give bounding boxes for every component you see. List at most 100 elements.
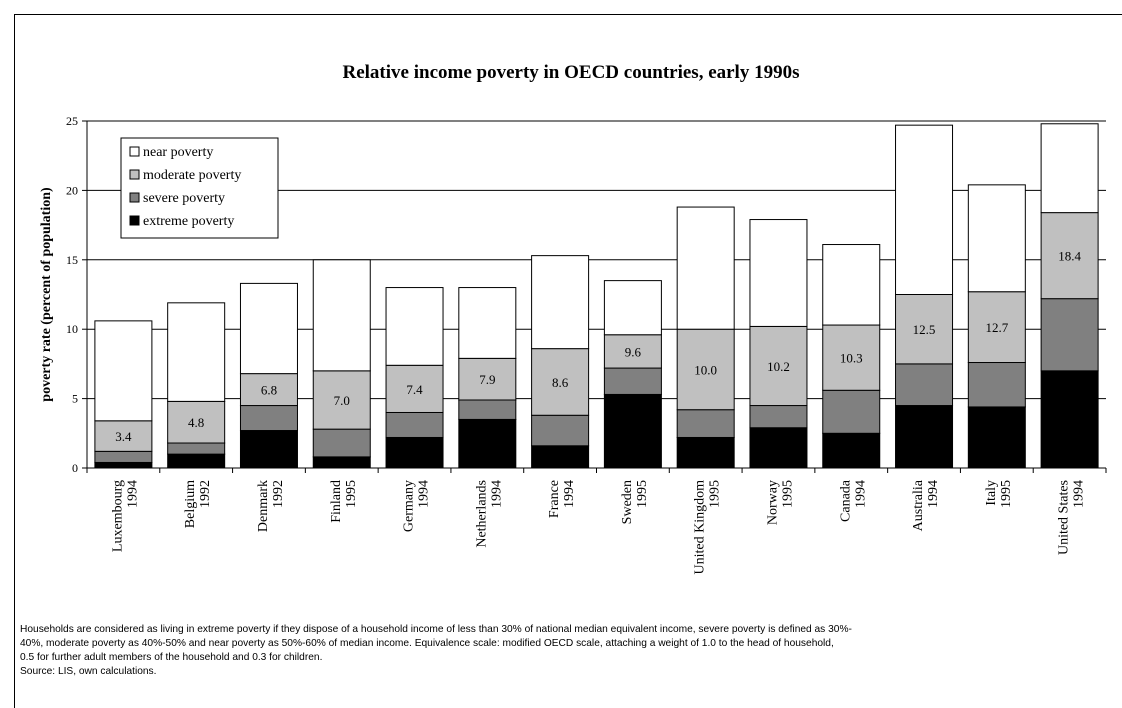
legend-swatch [129, 146, 140, 157]
x-tick-label-country: Australia [911, 479, 926, 531]
footnote-line: 40%, moderate poverty as 40%-50% and nea… [20, 638, 834, 649]
legend-box [120, 137, 279, 239]
bar-segment-moderate-poverty [749, 325, 808, 407]
bar-segment-extreme-poverty [531, 445, 590, 469]
data-label: 7.9 [479, 372, 495, 387]
bar-segment-severe-poverty [94, 450, 153, 463]
bar-segment-near-poverty [531, 255, 590, 350]
x-tick-label-year: 1994 [125, 480, 140, 508]
x-tick-label-country: Norway [765, 480, 780, 525]
chart-frame [14, 14, 1122, 708]
x-tick-label-year: 1994 [417, 480, 432, 508]
x-tick-label: Finland1995 [329, 480, 359, 523]
bar-segment-near-poverty [239, 282, 298, 375]
y-axis-title: poverty rate (percent of population) [39, 187, 54, 402]
x-tick-label-year: 1995 [780, 480, 795, 508]
bar-segment-moderate-poverty [458, 357, 517, 401]
bar-segment-near-poverty [603, 280, 662, 336]
bar-segment-extreme-poverty [458, 418, 517, 469]
bar-segment-severe-poverty [676, 409, 735, 438]
data-label: 10.2 [767, 359, 790, 374]
bar-segment-extreme-poverty [676, 436, 735, 469]
legend-label: severe poverty [143, 191, 225, 206]
footnote-line: Source: LIS, own calculations. [20, 666, 157, 677]
legend-label: moderate poverty [143, 168, 241, 183]
x-tick-label: Norway1995 [765, 480, 795, 525]
legend-swatch [129, 192, 140, 203]
data-label: 12.5 [913, 322, 936, 337]
x-tick-label-year: 1994 [489, 480, 504, 508]
y-tick-label: 5 [72, 392, 78, 406]
x-tick-label-year: 1992 [198, 480, 213, 508]
bar-segment-extreme-poverty [749, 427, 808, 469]
bar-segment-severe-poverty [239, 405, 298, 432]
x-tick-label: Belgium1992 [183, 480, 213, 528]
x-tick-label-year: 1995 [635, 480, 650, 508]
bar-segment-near-poverty [1040, 123, 1099, 214]
x-tick-label-country: Canada [838, 479, 853, 522]
bar-segment-severe-poverty [167, 442, 226, 455]
stacked-bar-chart: Relative income poverty in OECD countrie… [39, 62, 1107, 575]
x-tick-label-country: Denmark [256, 480, 271, 532]
data-label: 8.6 [552, 375, 569, 390]
x-tick-label-country: United Kingdom [693, 480, 708, 575]
x-tick-label: Denmark1992 [256, 480, 286, 532]
x-tick-label: United States1994 [1057, 480, 1087, 555]
data-label: 18.4 [1058, 249, 1081, 264]
bar-segment-moderate-poverty [603, 334, 662, 369]
footnote: Households are considered as living in e… [20, 623, 1120, 679]
bar-segment-severe-poverty [967, 362, 1026, 408]
y-tick-label: 20 [66, 183, 78, 197]
legend-label: extreme poverty [143, 214, 234, 229]
x-tick-label-year: 1994 [926, 480, 941, 508]
x-tick-label-country: Italy [984, 480, 999, 506]
x-tick-label: Luxembourg1994 [110, 480, 140, 552]
bar-segment-extreme-poverty [822, 432, 881, 469]
x-tick-label: United Kingdom1995 [693, 480, 723, 575]
bar-segment-moderate-poverty [967, 291, 1026, 364]
bar-segment-near-poverty [458, 287, 517, 359]
y-tick-label: 10 [66, 322, 78, 336]
bar-segment-extreme-poverty [967, 406, 1026, 469]
bar-segment-severe-poverty [458, 399, 517, 420]
bar-segment-moderate-poverty [822, 324, 881, 391]
x-tick-label-year: 1995 [708, 480, 723, 508]
y-tick-label: 25 [66, 114, 78, 128]
bar-segment-severe-poverty [385, 411, 444, 438]
bar-segment-extreme-poverty [312, 456, 371, 469]
footnote-line: 0.5 for further adult members of the hou… [20, 652, 323, 663]
data-label: 10.0 [694, 362, 717, 377]
data-label: 7.0 [334, 393, 350, 408]
bar-segment-near-poverty [676, 206, 735, 330]
bar-segment-near-poverty [312, 259, 371, 372]
y-tick-label: 15 [66, 253, 78, 267]
bar-segment-moderate-poverty [1040, 212, 1099, 300]
bar-segment-extreme-poverty [94, 461, 153, 469]
x-tick-label-year: 1992 [271, 480, 286, 508]
x-tick-label: Italy1995 [984, 480, 1014, 508]
data-label: 10.3 [840, 351, 863, 366]
x-tick-label: France1994 [547, 480, 577, 518]
x-tick-label: Australia1994 [911, 479, 941, 531]
x-tick-label-country: France [547, 480, 562, 518]
x-tick-label-country: Luxembourg [110, 480, 125, 552]
legend-swatch [129, 215, 140, 226]
bar-segment-moderate-poverty [239, 373, 298, 407]
x-tick-label-country: Sweden [620, 480, 635, 524]
bar-segment-extreme-poverty [239, 430, 298, 469]
bar-segment-near-poverty [749, 219, 808, 327]
data-label: 7.4 [406, 382, 423, 397]
x-tick-label-year: 1994 [1072, 480, 1087, 508]
x-tick-label-year: 1994 [853, 480, 868, 508]
x-tick-label: Sweden1995 [620, 480, 650, 524]
bar-segment-extreme-poverty [603, 393, 662, 469]
bar-segment-moderate-poverty [531, 348, 590, 416]
x-tick-label-year: 1994 [562, 480, 577, 508]
bar-segment-severe-poverty [749, 405, 808, 429]
x-tick-label-year: 1995 [344, 480, 359, 508]
bar-segment-extreme-poverty [1040, 370, 1099, 469]
bar-segment-near-poverty [822, 244, 881, 326]
bar-segment-severe-poverty [312, 428, 371, 458]
bar-segment-near-poverty [94, 320, 153, 422]
x-tick-label: Canada1994 [838, 479, 868, 522]
